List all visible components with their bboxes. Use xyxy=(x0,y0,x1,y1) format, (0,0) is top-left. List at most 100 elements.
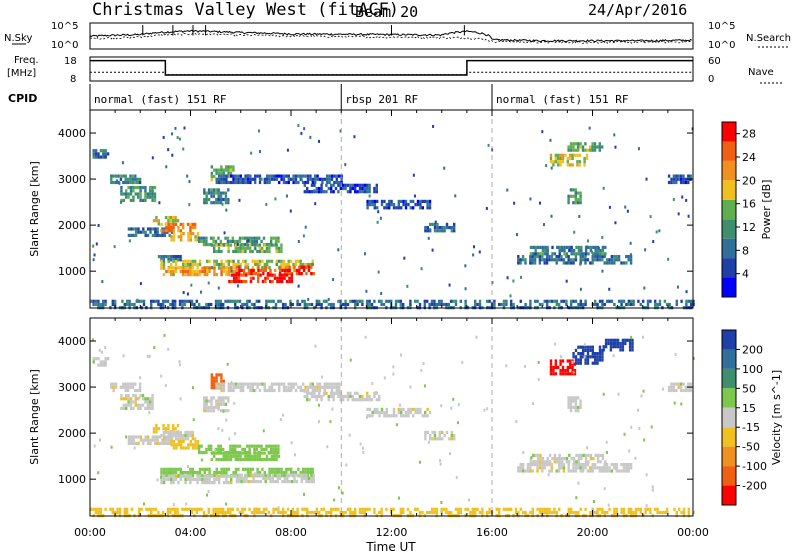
heat-cell xyxy=(213,259,216,263)
heat-cell xyxy=(165,269,168,273)
heat-cell xyxy=(227,266,230,270)
heat-cell xyxy=(215,470,218,475)
heat-cell xyxy=(290,473,294,477)
heat-speckle xyxy=(439,462,442,466)
heat-cell xyxy=(129,186,133,190)
x-tick-label: 12:00 xyxy=(376,526,408,539)
heat-cell xyxy=(273,382,276,386)
heat-cell xyxy=(424,229,427,233)
heat-cell xyxy=(313,183,316,187)
heat-cell xyxy=(608,258,611,262)
heat-speckle xyxy=(230,269,233,273)
heat-cell xyxy=(152,427,156,431)
heat-cell xyxy=(570,299,573,303)
heat-cell xyxy=(249,451,252,455)
heat-cell xyxy=(609,348,613,352)
heat-cell xyxy=(373,190,376,194)
heat-cell xyxy=(273,454,276,458)
heat-cell xyxy=(335,174,338,178)
heat-cell xyxy=(299,385,302,389)
heat-cell xyxy=(630,299,633,303)
heat-cell xyxy=(559,369,562,373)
heat-cell xyxy=(213,454,216,458)
heat-cell xyxy=(361,510,364,515)
heat-cell xyxy=(166,441,169,445)
heat-cell xyxy=(257,276,260,280)
heat-cell xyxy=(292,174,295,178)
heat-cell xyxy=(409,302,412,307)
heat-cell xyxy=(304,467,307,471)
heat-cell xyxy=(604,252,607,256)
heat-cell xyxy=(167,430,170,434)
heat-cell xyxy=(149,227,152,231)
heat-cell xyxy=(239,262,242,267)
heat-cell xyxy=(155,430,158,434)
heat-cell xyxy=(172,266,175,270)
heat-cell xyxy=(309,174,312,178)
heat-speckle xyxy=(673,401,676,405)
heat-cell xyxy=(136,177,139,181)
heat-speckle xyxy=(97,471,100,475)
heat-cell xyxy=(260,444,263,448)
heat-cell xyxy=(189,238,192,242)
heat-cell xyxy=(326,382,329,386)
heat-cell xyxy=(213,379,216,383)
heat-cell xyxy=(246,385,250,389)
heat-cell xyxy=(286,265,289,269)
heat-cell xyxy=(333,385,336,389)
heat-cell xyxy=(584,453,588,457)
heat-cell xyxy=(613,261,616,265)
heat-cell xyxy=(344,302,347,307)
heat-cell xyxy=(230,266,233,270)
heat-cell xyxy=(258,454,261,458)
colorbar-swatch xyxy=(722,368,736,389)
heat-cell xyxy=(237,262,240,267)
heat-cell xyxy=(617,258,621,262)
heat-cell xyxy=(133,302,136,307)
heat-cell xyxy=(217,246,221,250)
heat-cell xyxy=(186,266,190,270)
heat-cell xyxy=(322,299,326,303)
heat-cell xyxy=(690,302,693,307)
heat-cell xyxy=(536,507,539,511)
heat-cell xyxy=(298,473,301,477)
heat-cell xyxy=(230,382,233,386)
heat-speckle xyxy=(585,245,588,249)
heat-cell xyxy=(337,299,340,303)
heat-cell xyxy=(170,470,173,475)
heat-cell xyxy=(312,272,315,276)
heat-cell xyxy=(144,186,147,190)
heat-cell xyxy=(543,510,546,515)
heat-cell xyxy=(404,411,408,415)
heat-cell xyxy=(253,457,257,462)
heat-speckle xyxy=(586,446,589,450)
cpid-row: normal (fast) 151 RF rbsp 201 RF normal (f… xyxy=(89,84,628,110)
heat-cell xyxy=(271,480,275,484)
heat-cell xyxy=(124,174,127,178)
heat-cell xyxy=(249,276,253,280)
heat-cell xyxy=(146,438,150,442)
heat-speckle xyxy=(303,389,306,393)
heat-cell xyxy=(251,382,254,386)
heat-cell xyxy=(201,467,204,471)
heat-cell xyxy=(189,474,192,478)
heat-cell xyxy=(572,252,576,256)
heat-cell xyxy=(591,142,594,146)
heat-cell xyxy=(561,153,565,157)
heat-cell xyxy=(299,262,302,267)
heat-cell xyxy=(354,299,357,303)
heat-cell xyxy=(268,457,271,462)
heat-cell xyxy=(514,510,518,515)
heat-cell xyxy=(333,382,336,386)
heat-cell xyxy=(670,388,673,393)
heat-cell xyxy=(569,148,573,152)
heat-cell xyxy=(249,388,252,393)
heat-cell xyxy=(288,272,291,276)
heat-cell xyxy=(680,299,683,303)
heat-cell xyxy=(601,252,605,256)
heat-cell xyxy=(667,180,671,185)
heat-cell xyxy=(603,466,606,470)
heat-cell xyxy=(218,481,221,485)
heat-cell xyxy=(407,407,410,411)
heat-cell xyxy=(129,189,133,193)
